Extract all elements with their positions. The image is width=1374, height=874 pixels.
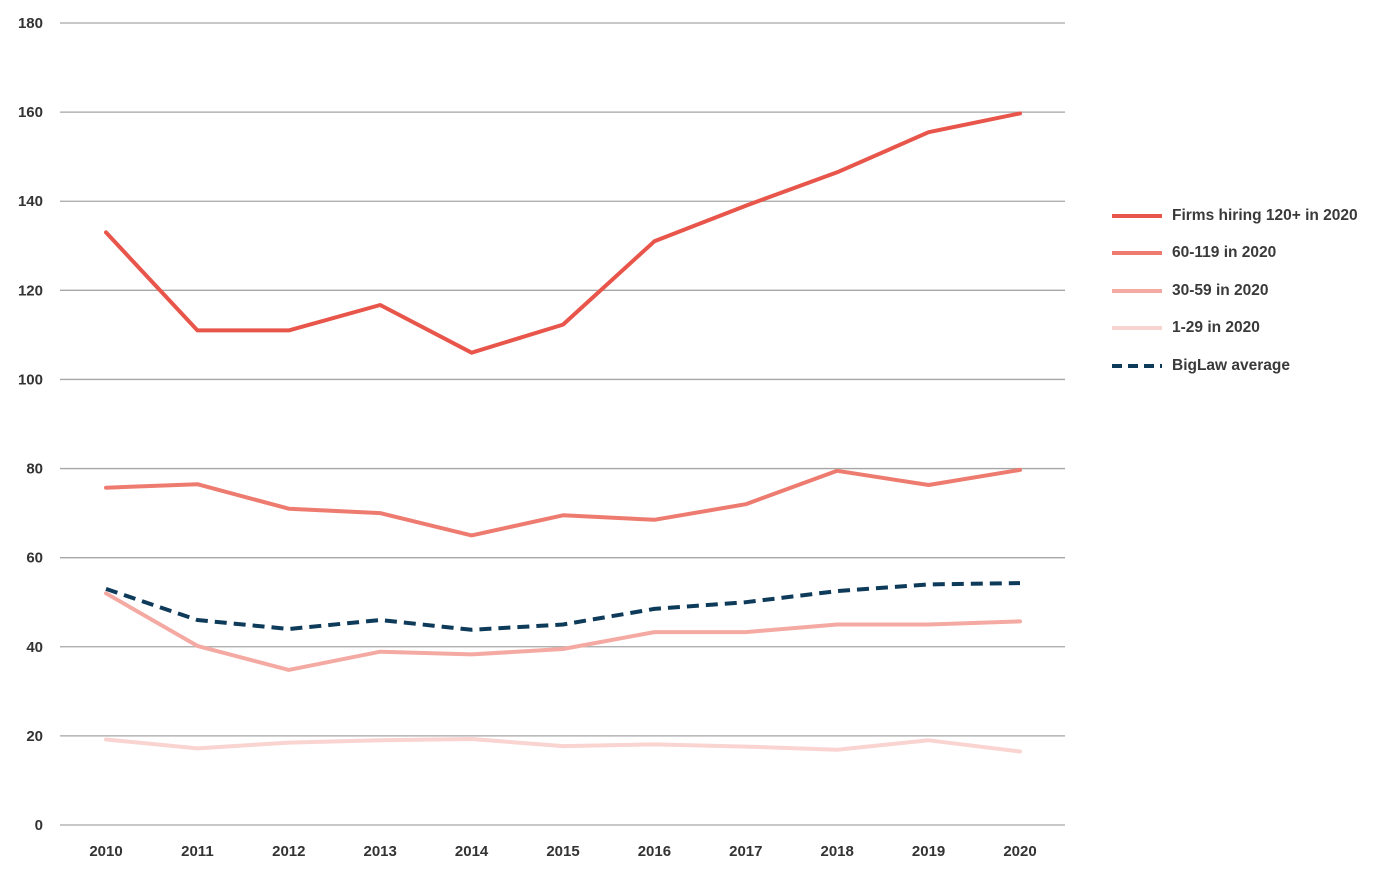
y-tick-label: 80 — [26, 461, 43, 478]
y-axis-ticks: 0 20 40 60 80 100 120 140 160 180 — [18, 15, 43, 834]
legend-label: 60-119 in 2020 — [1172, 244, 1277, 262]
x-tick-label: 2012 — [272, 843, 305, 860]
x-tick-label: 2020 — [1003, 843, 1036, 860]
x-tick-label: 2019 — [912, 843, 945, 860]
legend-label: Firms hiring 120+ in 2020 — [1172, 206, 1358, 224]
x-axis-ticks: 2010 2011 2012 2013 2014 2015 2016 2017 2018 2019… — [89, 843, 1036, 860]
series-line-4 — [105, 581, 1021, 632]
legend-label: 30-59 in 2020 — [1172, 281, 1269, 299]
legend-swatch — [1112, 288, 1162, 293]
y-tick-label: 60 — [26, 550, 43, 567]
x-tick-label: 2011 — [181, 843, 214, 860]
x-tick-label: 2014 — [455, 843, 489, 860]
legend-item: BigLaw average — [1110, 347, 1372, 385]
legend-label: 1-29 in 2020 — [1172, 319, 1260, 337]
y-tick-label: 20 — [26, 728, 43, 745]
y-tick-label: 160 — [18, 104, 43, 121]
y-tick-label: 140 — [18, 193, 43, 210]
legend-item: 1-29 in 2020 — [1110, 310, 1372, 348]
legend-label: BigLaw average — [1172, 356, 1291, 374]
series-line-2 — [104, 591, 1022, 672]
legend: Firms hiring 120+ in 2020 60-119 in 2020 3… — [1110, 197, 1372, 385]
legend-swatch — [1112, 363, 1162, 368]
legend-swatch — [1112, 213, 1162, 218]
series-line-1 — [104, 467, 1022, 538]
legend-item: 60-119 in 2020 — [1110, 235, 1372, 273]
series-line-0 — [104, 111, 1022, 355]
y-tick-label: 40 — [26, 639, 43, 656]
x-tick-label: 2017 — [729, 843, 762, 860]
x-tick-label: 2010 — [89, 843, 122, 860]
x-tick-label: 2016 — [638, 843, 671, 860]
legend-item: Firms hiring 120+ in 2020 — [1110, 197, 1372, 235]
series-lines — [104, 111, 1022, 754]
legend-item: 30-59 in 2020 — [1110, 272, 1372, 310]
y-tick-label: 180 — [18, 15, 43, 32]
x-tick-label: 2015 — [546, 843, 579, 860]
y-tick-label: 0 — [35, 817, 43, 834]
legend-swatch — [1112, 251, 1162, 256]
gridlines — [60, 22, 1065, 826]
y-tick-label: 100 — [18, 371, 43, 388]
series-line-3 — [104, 737, 1022, 754]
x-tick-label: 2013 — [364, 843, 397, 860]
x-tick-label: 2018 — [821, 843, 854, 860]
y-tick-label: 120 — [18, 282, 43, 299]
legend-swatch — [1112, 326, 1162, 331]
